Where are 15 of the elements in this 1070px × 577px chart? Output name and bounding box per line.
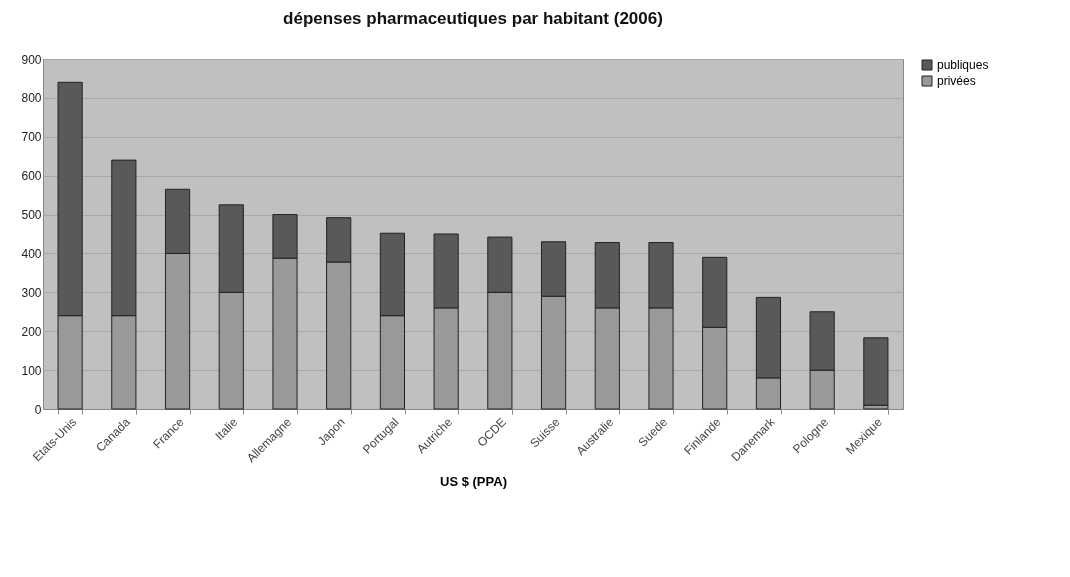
y-tick-label: 700 bbox=[21, 130, 42, 145]
legend-label: publiques bbox=[937, 58, 989, 72]
y-tick-label: 500 bbox=[21, 208, 42, 223]
bar bbox=[863, 337, 889, 406]
y-tick-label: 300 bbox=[21, 285, 42, 300]
y-tick-label: 0 bbox=[34, 402, 42, 417]
y-tick-label: 200 bbox=[21, 324, 42, 339]
chart-title: dépenses pharmaceutiques par habitant (2006) bbox=[283, 9, 663, 28]
y-tick-label: 100 bbox=[21, 363, 42, 378]
y-tick-label: 900 bbox=[21, 52, 42, 67]
y-tick-label: 800 bbox=[21, 91, 42, 106]
y-tick-label: 600 bbox=[21, 169, 42, 184]
legend-label: privées bbox=[937, 74, 976, 88]
x-axis-title: US $ (PPA) bbox=[440, 474, 507, 490]
y-tick-label: 400 bbox=[21, 246, 42, 261]
